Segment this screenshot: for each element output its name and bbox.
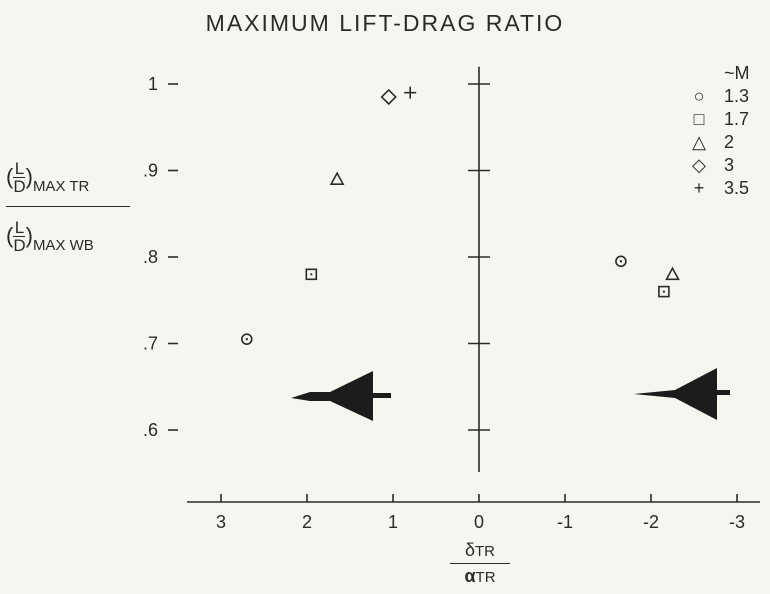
triangle-marker xyxy=(665,266,680,281)
y-label-num-L: L xyxy=(14,158,25,178)
y-axis-label: ( L D ) MAX TR ( L D ) MAX WB xyxy=(6,152,132,261)
y-label-den-subscript: MAX WB xyxy=(32,236,94,254)
square-marker-center xyxy=(662,290,666,293)
y-tick-label: .6 xyxy=(143,420,158,440)
y-tick-label: 1 xyxy=(148,74,158,94)
aircraft-silhouette-left xyxy=(291,371,391,421)
legend-entry: ○ 1.3 xyxy=(686,85,750,108)
triangle-marker xyxy=(329,171,345,185)
legend-label: 2 xyxy=(724,132,735,152)
x-tick-label: 2 xyxy=(302,512,312,532)
x-label-delta: δ xyxy=(464,540,476,560)
x-label-den-sub: TR xyxy=(475,569,496,586)
aircraft-silhouette-right xyxy=(634,368,730,420)
circle-marker-icon: ○ xyxy=(693,86,705,106)
aircraft-silhouettes xyxy=(291,368,730,421)
legend-label: 1.3 xyxy=(724,86,750,106)
y-tick-label: .9 xyxy=(143,161,158,181)
x-tick-label: -3 xyxy=(729,512,745,532)
chart-title: MAXIMUM LIFT-DRAG RATIO xyxy=(205,10,565,36)
square-marker xyxy=(305,268,318,281)
legend-entry: □ 1.7 xyxy=(686,108,750,131)
plus-marker-icon: + xyxy=(693,178,705,198)
y-label-den-D: D xyxy=(13,235,26,255)
circle-marker xyxy=(615,255,627,268)
x-label-fraction-bar xyxy=(450,563,510,564)
y-label-num-D: D xyxy=(13,176,26,196)
square-marker-icon: □ xyxy=(693,109,705,129)
x-tick-label: -1 xyxy=(557,512,573,532)
x-tick-label: 0 xyxy=(474,512,484,532)
diamond-marker-icon: ◇ xyxy=(692,155,706,175)
square-marker-center xyxy=(310,273,313,276)
data-points-layer xyxy=(241,86,680,345)
y-label-numerator: ( L D ) MAX TR xyxy=(6,158,90,196)
x-label-numerator: δTR xyxy=(440,540,520,561)
x-label-denominator: αTR xyxy=(440,566,520,587)
legend-title: ~M xyxy=(724,63,750,83)
y-label-denominator: ( L D ) MAX WB xyxy=(6,217,94,255)
axes-layer: 3 2 1 0 -1 -2 -3 .6 .7 .8 .9 1 xyxy=(143,66,760,532)
y-tick-label: .8 xyxy=(143,247,158,267)
x-tick-label: 3 xyxy=(216,512,226,532)
legend: ~M ○ 1.3 □ 1.7 △ 2 ◇ 3 + 3.5 xyxy=(686,62,750,200)
y-label-num-subscript: MAX TR xyxy=(32,177,90,195)
x-axis-label: δTR αTR xyxy=(440,540,520,587)
legend-entry: + 3.5 xyxy=(686,177,750,200)
y-tick-label: .7 xyxy=(143,334,158,354)
x-label-alpha: α xyxy=(464,566,476,586)
circle-marker xyxy=(241,333,253,345)
legend-label: 3 xyxy=(724,155,735,175)
circle-marker-center xyxy=(619,260,623,263)
y-label-den-L: L xyxy=(14,217,25,237)
x-tick-label: 1 xyxy=(388,512,398,532)
legend-label: 3.5 xyxy=(724,178,750,198)
circle-marker-center xyxy=(245,337,248,341)
diamond-marker xyxy=(380,88,397,106)
square-marker xyxy=(658,285,670,298)
y-label-fraction-bar xyxy=(6,206,130,207)
legend-label: 1.7 xyxy=(724,109,750,129)
legend-entry: △ 2 xyxy=(686,131,750,154)
x-label-num-sub: TR xyxy=(475,543,496,560)
legend-entry: ◇ 3 xyxy=(686,154,750,177)
legend-title-row: ~M xyxy=(686,62,750,85)
triangle-marker-icon: △ xyxy=(692,132,706,152)
x-tick-label: -2 xyxy=(643,512,659,532)
